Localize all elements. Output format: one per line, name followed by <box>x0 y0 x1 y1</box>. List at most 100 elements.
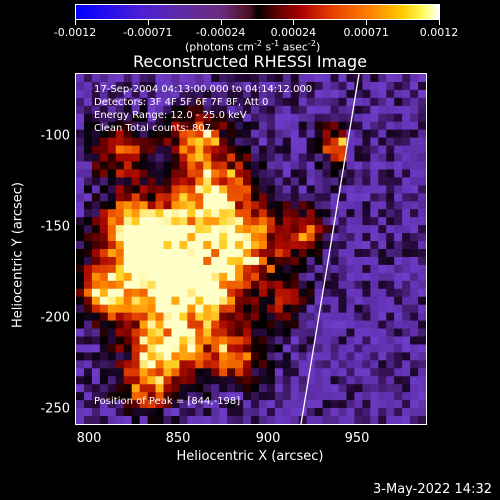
heatmap-cell <box>155 296 165 306</box>
heatmap-cell <box>274 169 284 178</box>
heatmap-cell <box>171 113 180 123</box>
heatmap-cell <box>107 376 117 385</box>
heatmap-cell <box>362 217 371 226</box>
heatmap-cell <box>171 161 180 171</box>
colorbar-tick-label: -0.0012 <box>53 26 97 39</box>
heatmap-cell <box>219 296 228 306</box>
heatmap-cell <box>418 233 426 242</box>
heatmap-cell <box>147 161 157 171</box>
heatmap-cell <box>346 129 355 139</box>
heatmap-cell <box>99 113 109 123</box>
heatmap-cell <box>155 121 165 131</box>
heatmap-cell <box>314 392 324 401</box>
heatmap-cell <box>330 400 340 409</box>
heatmap-cell <box>330 280 340 290</box>
heatmap-cell <box>131 344 141 353</box>
heatmap-cell <box>282 177 292 186</box>
heatmap-cell <box>131 113 141 123</box>
heatmap-cell <box>155 352 165 361</box>
heatmap-cell <box>211 113 220 123</box>
heatmap-cell <box>346 81 355 91</box>
heatmap-cell <box>346 352 355 361</box>
heatmap-cell <box>155 217 165 226</box>
heatmap-cell <box>410 209 419 218</box>
heatmap-cell <box>131 193 141 202</box>
heatmap-cell <box>163 304 173 314</box>
heatmap-cell <box>258 153 268 163</box>
heatmap-cell <box>219 233 228 242</box>
info-detectors: Detectors: 3F 4F 5F 6F 7F 8F, Att 0 <box>94 97 269 108</box>
heatmap-cell <box>251 241 260 250</box>
heatmap-cell <box>322 249 332 258</box>
heatmap-cell <box>195 288 204 298</box>
heatmap-cell <box>290 129 300 139</box>
heatmap-cell <box>410 137 419 147</box>
heatmap-cell <box>195 312 204 322</box>
heatmap-cell <box>227 193 236 202</box>
heatmap-cell <box>274 376 284 385</box>
heatmap-cell <box>370 376 379 385</box>
heatmap-cell <box>290 408 300 417</box>
heatmap-cell <box>155 328 165 338</box>
heatmap-cell <box>322 145 332 155</box>
heatmap-cell <box>354 89 363 99</box>
heatmap-cell <box>203 217 212 226</box>
heatmap-cell <box>76 264 85 274</box>
heatmap-cell <box>290 137 300 147</box>
heatmap-cell <box>314 360 324 369</box>
heatmap-cell <box>282 225 292 234</box>
heatmap-cell <box>203 368 212 377</box>
heatmap-cell <box>394 344 403 353</box>
heatmap-cell <box>219 328 228 338</box>
heatmap-cell <box>314 81 324 91</box>
heatmap-cell <box>266 288 276 298</box>
heatmap-cell <box>306 121 316 131</box>
heatmap-cell <box>274 74 284 83</box>
peak-position-label: Position of Peak = [844,-198] <box>94 396 241 407</box>
heatmap-cell <box>99 89 109 99</box>
heatmap-cell <box>163 328 173 338</box>
heatmap-cell <box>298 209 308 218</box>
heatmap-cell <box>107 249 117 258</box>
heatmap-cell <box>386 81 395 91</box>
heatmap-cell <box>258 74 268 83</box>
heatmap-cell <box>322 256 332 266</box>
heatmap-cell <box>83 400 93 409</box>
heatmap-cell <box>155 225 165 234</box>
heatmap-cell <box>306 225 316 234</box>
solar-image-plot[interactable] <box>75 73 427 425</box>
heatmap-cell <box>386 336 395 346</box>
heatmap-cell <box>251 233 260 242</box>
heatmap-cell <box>227 121 236 131</box>
heatmap-cell <box>243 360 252 369</box>
heatmap-cell <box>394 169 403 178</box>
heatmap-cell <box>203 185 212 194</box>
heatmap-cell <box>83 81 93 91</box>
heatmap-cell <box>195 74 204 83</box>
heatmap-cell <box>227 241 236 250</box>
heatmap-cell <box>219 129 228 139</box>
heatmap-cell <box>131 352 141 361</box>
heatmap-cell <box>274 193 284 202</box>
heatmap-cell <box>83 129 93 139</box>
heatmap-cell <box>155 280 165 290</box>
heatmap-cell <box>243 320 252 330</box>
heatmap-cell <box>354 185 363 194</box>
heatmap-cell <box>219 217 228 226</box>
heatmap-cell <box>76 185 85 194</box>
heatmap-cell <box>282 280 292 290</box>
heatmap-cell <box>394 352 403 361</box>
heatmap-cell <box>314 225 324 234</box>
heatmap-cell <box>290 288 300 298</box>
heatmap-cell <box>139 288 149 298</box>
heatmap-cell <box>115 74 125 83</box>
heatmap-cell <box>346 264 355 274</box>
heatmap-cell <box>354 368 363 377</box>
heatmap-cell <box>330 177 340 186</box>
heatmap-cell <box>171 320 180 330</box>
heatmap-cell <box>187 209 196 218</box>
heatmap-cell <box>163 233 173 242</box>
heatmap-cell <box>370 193 379 202</box>
heatmap-cell <box>306 249 316 258</box>
heatmap-cell <box>394 129 403 139</box>
